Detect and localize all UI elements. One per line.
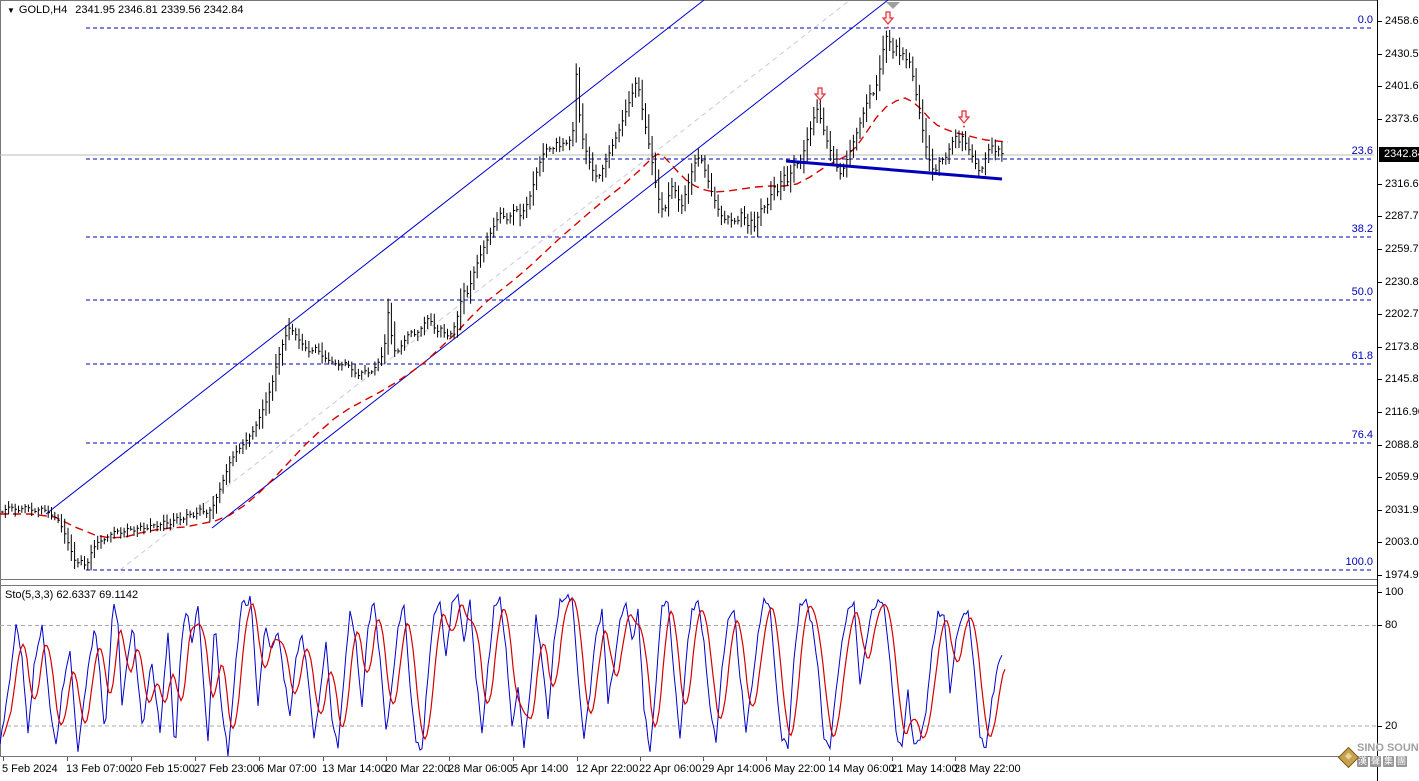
- main-chart-canvas[interactable]: [0, 0, 1377, 579]
- watermark-diamond-logo-icon: [1337, 746, 1360, 769]
- fib-label-0.0: 0.0: [1357, 14, 1373, 26]
- date-axis-label: 6 May 22:00: [765, 763, 826, 775]
- date-axis-label: 28 May 22:00: [954, 763, 1021, 775]
- fib-label-100.0: 100.0: [1345, 556, 1373, 568]
- date-axis-label: 22 Apr 06:00: [639, 763, 702, 775]
- chart-title: ▼ GOLD,H4 2341.95 2346.81 2339.56 2342.84: [7, 4, 243, 16]
- stoch-d-line: [2, 598, 1006, 741]
- price-axis-label: 2202.75: [1385, 308, 1419, 320]
- date-axis-label: 14 May 06:00: [828, 763, 895, 775]
- price-axis-label: 1974.95: [1385, 569, 1419, 581]
- price-axis-label: 2259.70: [1385, 243, 1419, 255]
- stoch-k-line: [0, 593, 1003, 756]
- price-axis-label: 2458.60: [1385, 15, 1419, 27]
- date-axis-label: 20 Mar 22:00: [385, 763, 450, 775]
- price-axis-label: 2373.60: [1385, 113, 1419, 125]
- current-price-badge: 2342.84: [1379, 147, 1419, 162]
- price-axis[interactable]: 2342.84 2458.60 2430.55 2401.65 2373.60 2316…: [1377, 0, 1419, 781]
- date-axis-label: 6 Mar 07:00: [258, 763, 317, 775]
- price-axis-label: 2430.55: [1385, 48, 1419, 60]
- price-axis-label: 2316.65: [1385, 178, 1419, 190]
- stoch-axis-label: 100: [1385, 586, 1404, 598]
- down-arrow-icon-1: [813, 87, 827, 105]
- watermark-text: SINO SOUND: [1357, 742, 1419, 754]
- panel-splitter[interactable]: [0, 579, 1419, 580]
- date-axis-label: 5 Apr 14:00: [512, 763, 569, 775]
- date-axis[interactable]: 5 Feb 2024 13 Feb 07:00 20 Feb 15:00 27 Feb…: [0, 757, 1377, 781]
- stoch-axis-label: 80: [1385, 619, 1398, 631]
- date-axis-label: 13 Mar 14:00: [322, 763, 387, 775]
- symbol-dropdown-icon: ▼: [7, 6, 15, 15]
- ohlc-values: 2341.95 2346.81 2339.56 2342.84: [75, 4, 244, 16]
- down-arrow-icon-2: [881, 11, 895, 29]
- top-marker-triangle-icon: [886, 2, 900, 9]
- fib-label-61.8: 61.8: [1351, 350, 1373, 362]
- symbol-timeframe: GOLD,H4: [18, 4, 68, 16]
- price-axis-label: 2088.85: [1385, 439, 1419, 451]
- price-axis-label: 2401.65: [1385, 80, 1419, 92]
- date-axis-label: 29 Apr 14:00: [702, 763, 765, 775]
- stoch-axis-label: 20: [1385, 720, 1398, 732]
- upper-channel-line[interactable]: [45, 0, 705, 515]
- fib-label-23.6: 23.6: [1351, 145, 1373, 157]
- date-axis-label: 12 Apr 22:00: [576, 763, 639, 775]
- date-axis-label: 21 May 14:00: [891, 763, 958, 775]
- price-axis-label: 2116.90: [1385, 406, 1419, 418]
- date-axis-separator: [0, 756, 1419, 757]
- stochastic-label: Sto(5,3,3) 62.6337 69.1142: [5, 589, 139, 601]
- price-axis-label: 2230.80: [1385, 276, 1419, 288]
- median-channel-line[interactable]: [119, 0, 851, 571]
- date-axis-label: 20 Feb 15:00: [130, 763, 195, 775]
- price-bar-close-ticks: [2, 35, 1004, 566]
- date-axis-label: 13 Feb 07:00: [66, 763, 131, 775]
- panel-splitter-lower[interactable]: [0, 585, 1419, 586]
- stochastic-canvas[interactable]: [0, 586, 1377, 756]
- price-axis-label: 2059.95: [1385, 471, 1419, 483]
- fib-label-50.0: 50.0: [1351, 286, 1373, 298]
- down-arrow-icon-3: [957, 110, 971, 128]
- price-axis-label: 2287.75: [1385, 210, 1419, 222]
- support-trendline[interactable]: [785, 159, 1003, 181]
- fib-label-76.4: 76.4: [1351, 429, 1373, 441]
- price-axis-label: 2145.80: [1385, 373, 1419, 385]
- lower-channel-line[interactable]: [211, 0, 889, 529]
- ma-line: [0, 97, 1009, 539]
- price-axis-label: 2003.00: [1385, 536, 1419, 548]
- price-axis-label: 2031.90: [1385, 504, 1419, 516]
- price-axis-label: 2173.85: [1385, 341, 1419, 353]
- fib-label-38.2: 38.2: [1351, 223, 1373, 235]
- date-axis-label: 27 Feb 23:00: [194, 763, 259, 775]
- date-axis-label: 28 Mar 06:00: [448, 763, 513, 775]
- watermark-cjk-text: 漢聲集團: [1357, 756, 1407, 767]
- date-axis-label: 5 Feb 2024: [2, 763, 58, 775]
